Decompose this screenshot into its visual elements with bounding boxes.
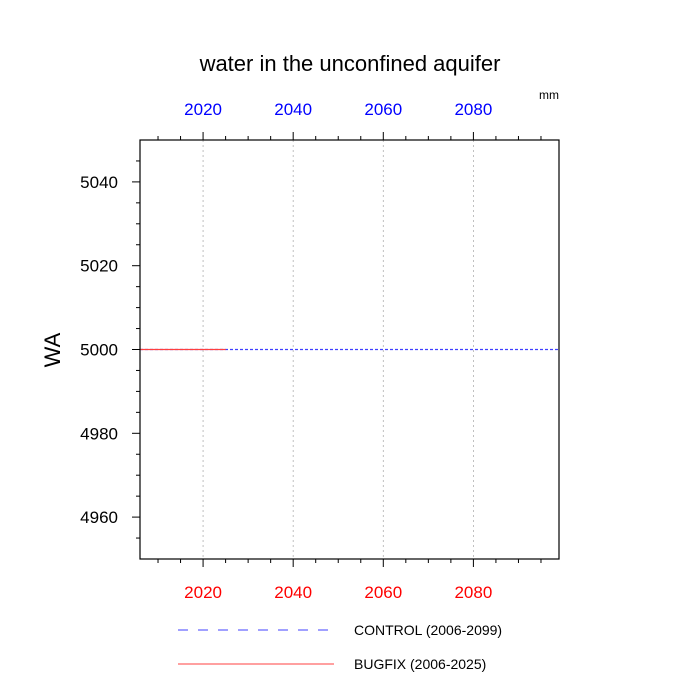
y-tick-label: 5000: [80, 341, 118, 360]
x-tick-label-top: 2080: [454, 100, 492, 119]
x-tick-label-top: 2020: [184, 100, 222, 119]
y-tick-label: 5020: [80, 257, 118, 276]
x-tick-label-top: 2060: [364, 100, 402, 119]
chart-title: water in the unconfined aquifer: [199, 51, 501, 76]
legend: CONTROL (2006-2099) BUGFIX (2006-2025): [178, 622, 502, 672]
y-tick-label: 4980: [80, 424, 118, 443]
axis-ticks: [132, 132, 542, 567]
x-tick-label-bottom: 2060: [364, 583, 402, 602]
legend-label-1: CONTROL (2006-2099): [354, 622, 502, 638]
x-tick-label-bottom: 2080: [454, 583, 492, 602]
legend-label-2: BUGFIX (2006-2025): [354, 656, 486, 672]
y-tick-labels: 4960 4980 5000 5020 5040: [80, 173, 118, 527]
x-tick-label-bottom: 2020: [184, 583, 222, 602]
y-tick-label: 4960: [80, 508, 118, 527]
x-tick-labels-top: 2020 2040 2060 2080: [184, 100, 492, 119]
units-label: mm: [539, 88, 559, 102]
x-tick-label-top: 2040: [274, 100, 312, 119]
y-tick-label: 5040: [80, 173, 118, 192]
x-tick-label-bottom: 2040: [274, 583, 312, 602]
y-axis-label: WA: [40, 332, 65, 367]
x-tick-labels-bottom: 2020 2040 2060 2080: [184, 583, 492, 602]
